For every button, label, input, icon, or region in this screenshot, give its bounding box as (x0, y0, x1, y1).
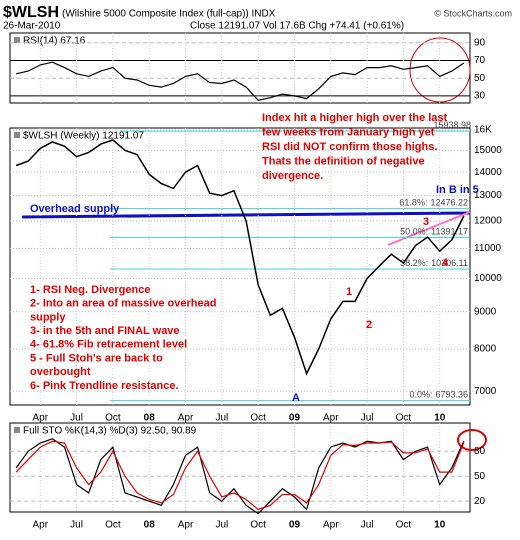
reason-note: 1- RSI Neg. Divergence (30, 284, 150, 296)
reason-note: 6- Pink Trendline resistance. (30, 380, 179, 392)
y-tick-label: 20 (474, 496, 486, 507)
wave-label: 1 (346, 286, 352, 298)
x-tick-label: Apr (323, 520, 339, 531)
fib-value: 11391.17 (431, 227, 468, 237)
x-tick-label: Jul (215, 413, 228, 424)
x-tick-label: Oct (396, 413, 412, 424)
data-line (15, 139, 465, 376)
fib-pct: 61.8%: (399, 198, 427, 208)
fib-label: 38.2%: 10306.11 (400, 258, 468, 268)
x-tick-label: 08 (144, 520, 156, 531)
wave-label: 4 (442, 257, 449, 269)
fib-pct: 38.2%: (400, 258, 428, 268)
divergence-note: RSI did NOT confirm those highs. (262, 141, 437, 153)
title-icon (14, 132, 20, 138)
y-tick-label: 50 (474, 471, 486, 482)
title-icon (14, 37, 20, 43)
data-line (15, 61, 465, 101)
date: 26-Mar-2010 (3, 21, 61, 32)
wave-b-label: In B in 5 (436, 184, 479, 196)
x-tick-label: Jul (70, 520, 83, 531)
y-tick-label: 13000 (474, 190, 502, 201)
y-tick-label: 7000 (474, 386, 497, 397)
symbol: $WLSH (3, 4, 59, 21)
title-icon (14, 427, 20, 433)
sto-frame (9, 422, 471, 513)
fib-label: 0.0%: 6793.36 (409, 390, 468, 400)
pink-trendline (387, 211, 471, 246)
wave-label: 2 (366, 319, 372, 331)
divergence-note: divergence. (262, 170, 323, 182)
x-tick-label: Jul (70, 413, 83, 424)
index-name: (Wilshire 5000 Composite Index (full-cap… (62, 9, 276, 20)
x-tick-label: Oct (396, 520, 412, 531)
reason-note: 3- in the 5th and FINAL wave (30, 325, 180, 337)
y-tick-label: 90 (474, 37, 486, 48)
x-tick-label: 09 (289, 520, 301, 531)
y-tick-label: 10000 (474, 273, 502, 284)
supply-label: Overhead supply (30, 203, 120, 215)
x-tick-label: Oct (105, 413, 121, 424)
x-tick-label: Apr (178, 413, 194, 424)
quote: Close 12191.07 Vol 17.6B Chg +74.41 (+0.… (190, 21, 404, 32)
x-tick-label: Oct (105, 520, 121, 531)
reason-note: supply (30, 311, 66, 323)
x-tick-label: Oct (250, 520, 266, 531)
x-tick-label: Jul (361, 520, 374, 531)
panel-title: Full STO %K(14,3) %D(3) 92.50, 90.89 (23, 426, 197, 437)
fib-value: 15938.98 (433, 121, 471, 131)
data-line (15, 440, 465, 511)
overhead-supply-line (21, 211, 471, 219)
y-tick-label: 11000 (474, 243, 502, 254)
price-frame (9, 127, 471, 406)
fib-value: 10306.11 (431, 258, 468, 268)
fib-label: 50.0%: 11391.17 (400, 227, 468, 237)
credit: © StockCharts.com (434, 8, 512, 18)
divergence-note: Index hit a higher high over the last (262, 112, 448, 124)
y-tick-label: 70 (474, 55, 486, 66)
wave-label: 3 (423, 216, 429, 228)
x-tick-label: 10 (434, 520, 446, 531)
y-tick-label: 15000 (474, 145, 502, 156)
y-tick-label: 30 (474, 91, 486, 102)
x-tick-label: Jul (215, 520, 228, 531)
y-tick-label: 80 (474, 446, 486, 457)
y-tick-label: 12000 (474, 216, 502, 227)
fib-value: 6793.36 (435, 390, 468, 400)
fib-pct: 50.0%: (400, 227, 428, 237)
reason-note: 2- Into an area of massive overhead (30, 298, 216, 310)
x-tick-label: Apr (323, 413, 339, 424)
y-tick-label: 16K (474, 125, 492, 136)
fib-label: 15938.98 (433, 121, 471, 131)
x-tick-label: 09 (289, 413, 301, 424)
divergence-note: Thats the definition of negative (262, 155, 425, 167)
x-tick-label: Apr (32, 413, 48, 424)
x-tick-label: Jul (361, 413, 374, 424)
reason-note: overbought (30, 366, 91, 378)
divergence-note: few weeks from January high yet (262, 126, 435, 138)
data-line (15, 438, 465, 515)
panel-title: RSI(14) 67.16 (23, 36, 86, 47)
panel-title: $WLSH (Weekly) 12191.07 (23, 131, 144, 142)
x-tick-label: Oct (250, 413, 266, 424)
reason-note: 4- 61.8% Fib retracement level (30, 339, 187, 351)
reason-note: 5 - Full Stoh's are back to (30, 352, 163, 364)
y-tick-label: 9000 (474, 306, 497, 317)
x-tick-label: 08 (144, 413, 156, 424)
fib-label: 61.8%: 12476.22 (399, 198, 468, 208)
fib-value: 12476.22 (430, 198, 468, 208)
x-tick-label: 10 (434, 413, 446, 424)
x-tick-label: Apr (178, 520, 194, 531)
wave-label: A (292, 392, 300, 404)
y-tick-label: 8000 (474, 344, 497, 355)
sto-highlight (457, 429, 487, 451)
x-tick-label: Apr (32, 520, 48, 531)
y-tick-label: 50 (474, 73, 486, 84)
fib-pct: 0.0%: (409, 390, 432, 400)
y-tick-label: 14000 (474, 167, 502, 178)
